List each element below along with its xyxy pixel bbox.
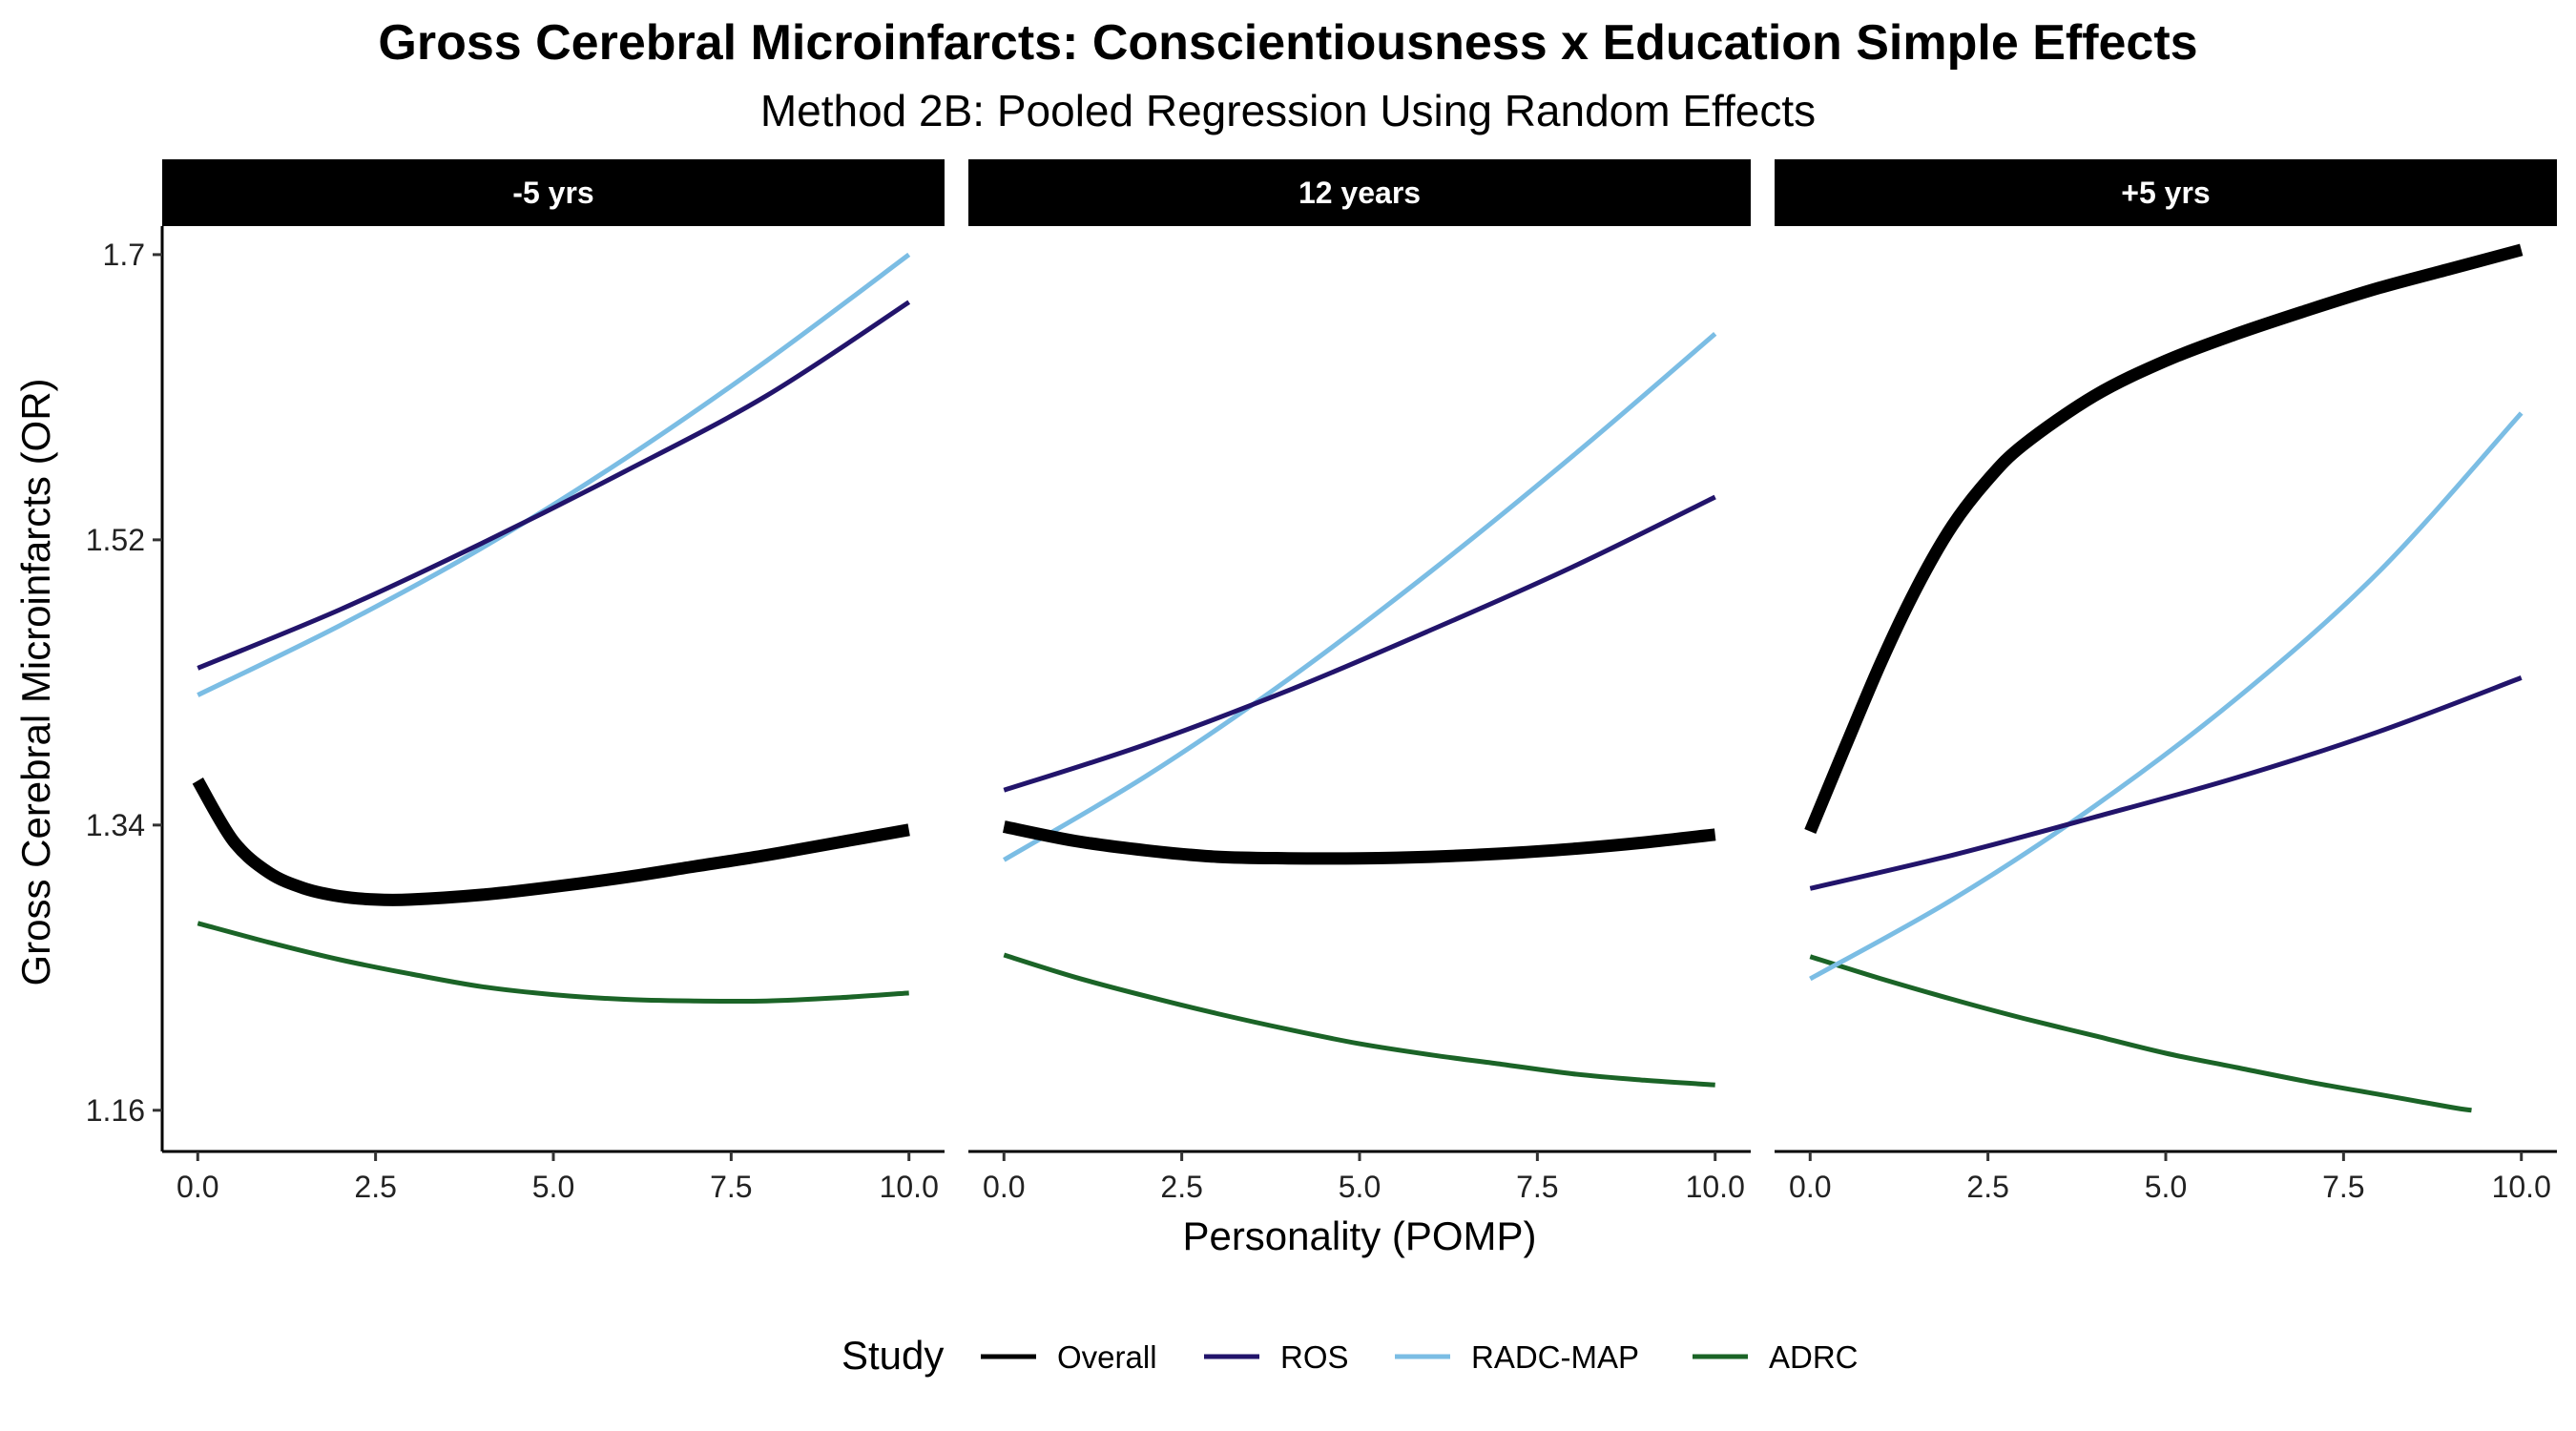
series-line-overall (1804, 243, 2524, 834)
x-tick-label: 7.5 (2322, 1170, 2364, 1204)
x-tick-label: 5.0 (2145, 1170, 2187, 1204)
legend-label: ADRC (1769, 1339, 1859, 1375)
y-axis-title: Gross Cerebral Microinfarcts (OR) (13, 378, 58, 985)
series-line-adrc (197, 921, 909, 1005)
chart-title: Gross Cerebral Microinfarcts: Conscienti… (378, 15, 2197, 71)
legend-item-adrc: ADRC (1693, 1339, 1859, 1375)
series-line-overall (1003, 820, 1716, 865)
facet-strip (968, 159, 1751, 226)
x-tick-label: 0.0 (1789, 1170, 1831, 1204)
y-tick-label: 1.7 (103, 238, 145, 272)
x-tick-label: 2.5 (1160, 1170, 1202, 1204)
series-line-radc-map (1809, 411, 2524, 982)
y-axis: 1.16 1.34 1.52 1.7 (86, 226, 164, 1151)
legend-item-radc-map: RADC-MAP (1395, 1339, 1639, 1375)
series-line-ros (1809, 675, 2523, 891)
x-tick-label: 5.0 (532, 1170, 574, 1204)
legend-title: Study (841, 1333, 944, 1378)
series-line-ros (197, 300, 911, 671)
series-line-radc-map (1003, 332, 1717, 862)
x-tick-label: 7.5 (1516, 1170, 1558, 1204)
facet-strip (1775, 159, 2557, 226)
legend-label: RADC-MAP (1471, 1339, 1639, 1375)
facet-panel-5-yrs: -5 yrs 0.0 2.5 5.0 7.5 10.0 (162, 159, 945, 1204)
series-line-overall (192, 778, 910, 906)
x-tick-label: 2.5 (354, 1170, 396, 1204)
chart-subtitle: Method 2B: Pooled Regression Using Rando… (760, 86, 1816, 135)
x-tick-label: 10.0 (880, 1170, 939, 1204)
x-axis-title: Personality (POMP) (1182, 1213, 1536, 1258)
facet-strip-label: +5 yrs (2121, 176, 2210, 210)
series-line-adrc (1809, 954, 2472, 1113)
y-tick-label: 1.16 (86, 1093, 145, 1128)
x-tick-label: 10.0 (2492, 1170, 2551, 1204)
series-line-adrc (1003, 952, 1715, 1088)
x-tick-label: 0.0 (983, 1170, 1025, 1204)
x-tick-label: 10.0 (1686, 1170, 1745, 1204)
facet-strip-label: -5 yrs (512, 176, 593, 210)
series-line-ros (1003, 494, 1716, 793)
x-tick-label: 2.5 (1966, 1170, 2008, 1204)
y-tick-label: 1.34 (86, 808, 145, 842)
x-tick-label: 5.0 (1339, 1170, 1381, 1204)
legend-item-ros: ROS (1204, 1339, 1349, 1375)
legend-label: ROS (1280, 1339, 1349, 1375)
x-tick-label: 7.5 (710, 1170, 752, 1204)
y-tick-label: 1.52 (86, 523, 145, 557)
facet-strip-label: 12 years (1298, 176, 1421, 210)
series-line-radc-map (197, 252, 911, 697)
facet-strip (162, 159, 945, 226)
legend-item-overall: Overall (981, 1339, 1157, 1375)
legend-label: Overall (1057, 1339, 1157, 1375)
x-tick-label: 0.0 (177, 1170, 218, 1204)
legend: Study Overall ROS RADC-MAP ADRC (841, 1333, 1859, 1378)
facet-panel-12-years: 12 years 0.0 2.5 5.0 7.5 10.0 (968, 159, 1751, 1204)
facet-panel-5-yrs: +5 yrs 0.0 2.5 5.0 7.5 10.0 (1775, 159, 2557, 1204)
